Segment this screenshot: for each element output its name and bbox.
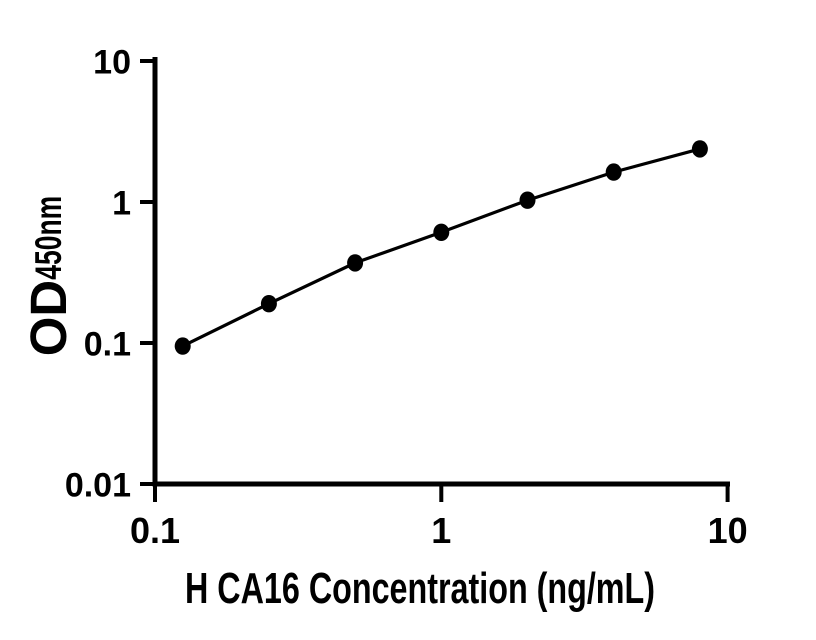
data-series bbox=[174, 140, 708, 355]
data-point bbox=[433, 223, 450, 241]
data-point bbox=[519, 191, 536, 209]
x-tick-label: 0.1 bbox=[130, 510, 180, 551]
x-tick-label: 10 bbox=[708, 510, 748, 551]
x-axis: 0.1 1 10 bbox=[130, 481, 748, 551]
x-tick-label: 1 bbox=[431, 510, 451, 551]
x-axis-title: H CA16 Concentration (ng/mL) bbox=[185, 564, 655, 613]
y-axis: 10 1 0.1 0.01 bbox=[65, 44, 158, 505]
series-line bbox=[181, 147, 701, 348]
x-axis-ticks: 0.1 1 10 bbox=[130, 484, 748, 551]
data-point bbox=[347, 254, 364, 272]
y-tick-label: 10 bbox=[93, 44, 131, 82]
y-axis-title-subscript: 450nm bbox=[28, 196, 69, 280]
y-tick-label: 0.1 bbox=[84, 326, 131, 364]
y-axis-title: OD450nm bbox=[20, 196, 77, 357]
y-tick-label: 1 bbox=[112, 185, 131, 223]
data-point bbox=[260, 295, 277, 313]
data-point bbox=[691, 140, 708, 158]
y-axis-ticks: 10 1 0.1 0.01 bbox=[65, 44, 155, 505]
y-axis-title-main: OD bbox=[20, 280, 77, 357]
y-tick-label: 0.01 bbox=[65, 467, 131, 505]
data-point bbox=[605, 163, 622, 181]
data-point bbox=[174, 337, 191, 355]
